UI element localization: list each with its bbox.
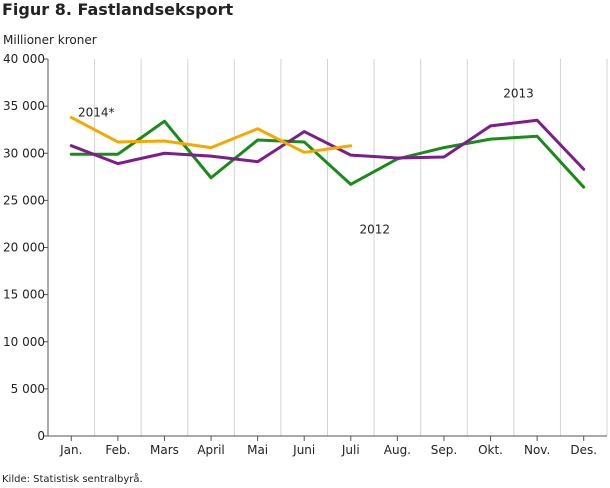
x-tick-label: Aug. <box>384 443 411 457</box>
y-tick-label: 40 000 <box>3 52 45 66</box>
x-tick-label: Des. <box>570 443 597 457</box>
y-tick-label: 10 000 <box>3 335 45 349</box>
chart-title: Figur 8. Fastlandseksport <box>2 0 234 19</box>
series-labels: 2012 2013 2014* <box>78 86 534 236</box>
y-tick-label: 30 000 <box>3 146 45 160</box>
x-tick-label: Juli <box>341 443 360 457</box>
y-tick-label: 25 000 <box>3 193 45 207</box>
source-note: Kilde: Statistisk sentralbyrå. <box>2 474 143 485</box>
x-tick-label: April <box>197 443 224 457</box>
x-tick-label: Mars <box>150 443 179 457</box>
grid-lines <box>94 59 608 436</box>
x-tick-labels: Jan. Feb. Mars April Mai Juni Juli Aug. Sep. Okt.… <box>59 436 597 457</box>
x-tick-label: Juni <box>292 443 315 457</box>
series-label: 2012 <box>360 222 391 236</box>
y-tick-labels: 0 5 000 10 000 15 000 20 000 25 000 30 000 35 0… <box>3 52 48 443</box>
x-tick-label: Nov. <box>524 443 550 457</box>
x-tick-label: Jan. <box>59 443 82 457</box>
y-axis-unit-label: Millioner kroner <box>3 33 97 47</box>
x-tick-label: Mai <box>247 443 268 457</box>
y-tick-label: 35 000 <box>3 99 45 113</box>
x-tick-label: Sep. <box>431 443 457 457</box>
x-tick-label: Feb. <box>105 443 130 457</box>
series-line-2013 <box>69 118 586 171</box>
series-label: 2014* <box>78 105 115 119</box>
series-lines <box>69 115 586 189</box>
y-tick-label: 5 000 <box>11 382 45 396</box>
y-tick-label: 15 000 <box>3 288 45 302</box>
series-label: 2013 <box>503 86 534 100</box>
x-tick-label: Okt. <box>478 443 503 457</box>
series-line-2014 <box>69 115 353 154</box>
y-tick-label: 20 000 <box>3 241 45 255</box>
series-line-2012 <box>69 119 586 189</box>
y-tick-label: 0 <box>37 429 45 443</box>
